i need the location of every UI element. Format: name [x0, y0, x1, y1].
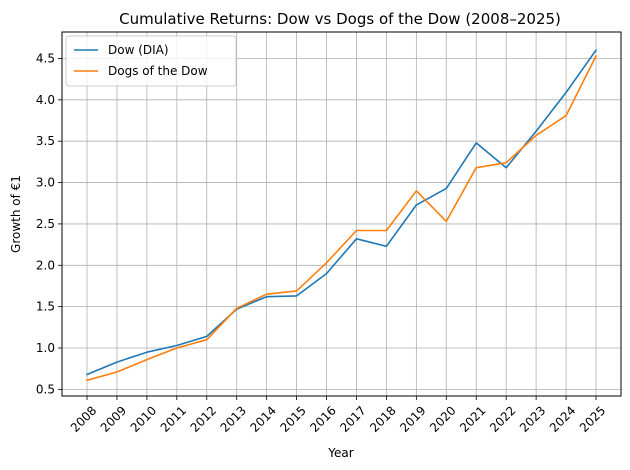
legend-box [65, 35, 237, 87]
x-tick-label: 2014 [247, 403, 278, 434]
x-tick-label: 2025 [577, 403, 608, 434]
x-tick-label: 2016 [307, 403, 338, 434]
y-tick-label: 4.0 [36, 93, 55, 107]
x-tick-label: 2023 [517, 403, 548, 434]
y-tick-label: 2.0 [36, 258, 55, 272]
x-tick-label: 2009 [98, 403, 129, 434]
y-tick-label: 2.5 [36, 217, 55, 231]
x-axis-label: Year [327, 446, 353, 460]
y-tick-label: 3.5 [36, 134, 55, 148]
x-tick-label: 2022 [487, 403, 518, 434]
x-tick-label: 2012 [188, 403, 219, 434]
x-tick-label: 2020 [427, 403, 458, 434]
grid [62, 32, 621, 396]
chart-title: Cumulative Returns: Dow vs Dogs of the D… [119, 10, 561, 28]
y-tick-label: 3.0 [36, 176, 55, 190]
legend-label-dow: Dow (DIA) [108, 43, 169, 57]
y-tick-label: 4.5 [36, 51, 55, 65]
legend-label-dogs: Dogs of the Dow [108, 64, 208, 78]
y-axis-label: Growth of €1 [9, 175, 23, 253]
series-line-dow [86, 49, 597, 376]
x-tick-label: 2008 [68, 403, 99, 434]
series-line-dogs [86, 55, 597, 382]
y-tick-label: 1.5 [36, 300, 55, 314]
plot-frame [61, 31, 622, 397]
x-tick-label: 2017 [337, 403, 368, 434]
series-layer [86, 49, 597, 382]
legend: Dow (DIA) Dogs of the Dow [65, 35, 237, 87]
x-tick-label: 2010 [128, 403, 159, 434]
x-tick-label: 2021 [457, 403, 488, 434]
y-tick-label: 0.5 [36, 382, 55, 396]
x-tick-label: 2019 [397, 403, 428, 434]
x-tick-label: 2013 [218, 403, 249, 434]
x-tick-label: 2018 [367, 403, 398, 434]
x-tick-label: 2015 [277, 403, 308, 434]
x-tick-label: 2024 [547, 403, 578, 434]
y-axis: 0.5 1.0 1.5 2.0 2.5 3.0 3.5 4.0 4.5 [36, 51, 62, 396]
y-tick-label: 1.0 [36, 341, 55, 355]
x-axis: 2008200920102011201220132014201520162017… [68, 396, 608, 435]
x-tick-label: 2011 [158, 403, 189, 434]
